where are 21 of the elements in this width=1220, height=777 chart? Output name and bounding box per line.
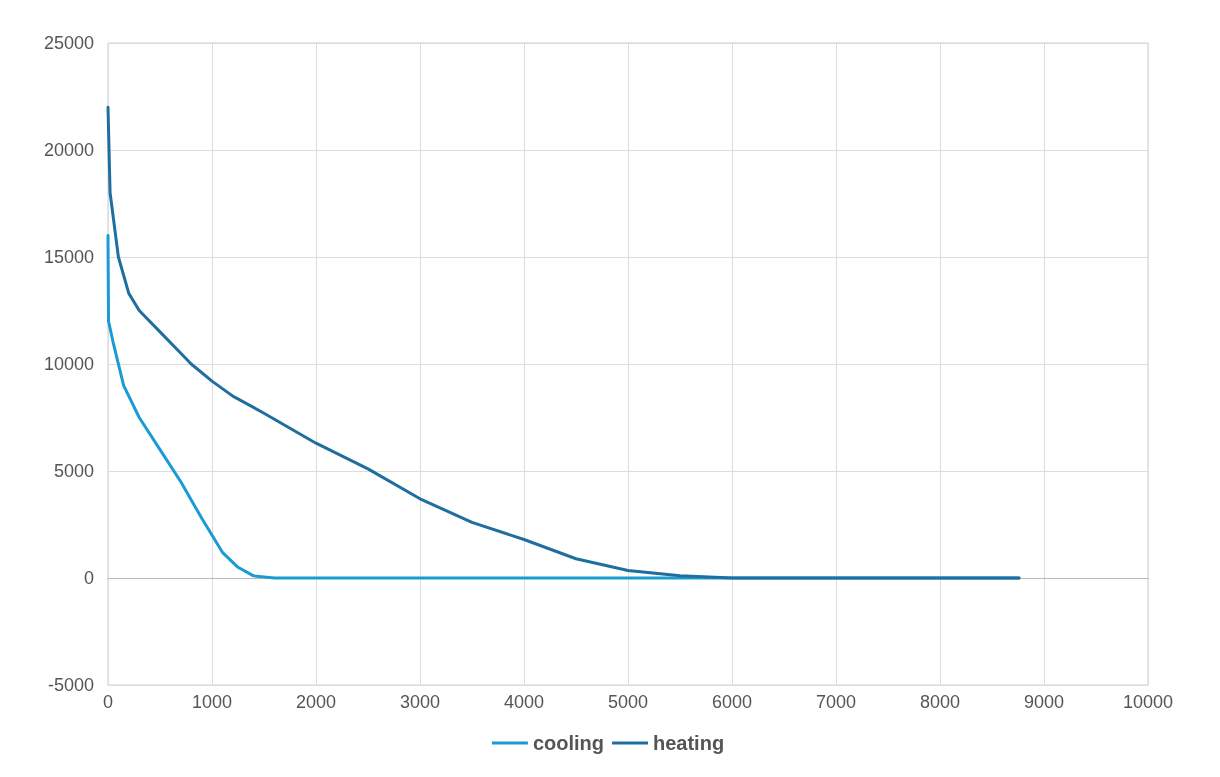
y-tick-label: 15000 [43, 247, 94, 267]
x-tick-label: 8000 [919, 692, 961, 712]
y-tick-label: 5000 [53, 461, 94, 481]
x-tick-label: 2000 [295, 692, 337, 712]
y-tick-label: 0 [83, 568, 94, 588]
x-tick-label: 3000 [399, 692, 441, 712]
x-tick-label: 1000 [191, 692, 233, 712]
line-series [106, 105, 1021, 580]
y-tick-label: 20000 [43, 140, 94, 160]
x-tick-label: 5000 [607, 692, 649, 712]
y-tick-label: 10000 [43, 354, 94, 374]
y-tick-label: 25000 [43, 33, 94, 53]
x-tick-label: 0 [102, 692, 114, 712]
y-tick-label: -5000 [47, 675, 94, 695]
x-tick-label: 10000 [1122, 692, 1174, 712]
x-tick-label: 9000 [1023, 692, 1065, 712]
legend-label: heating [653, 732, 725, 754]
x-tick-label: 4000 [503, 692, 545, 712]
x-tick-label: 6000 [711, 692, 753, 712]
legend-label: cooling [532, 732, 604, 754]
x-tick-label: 7000 [815, 692, 857, 712]
